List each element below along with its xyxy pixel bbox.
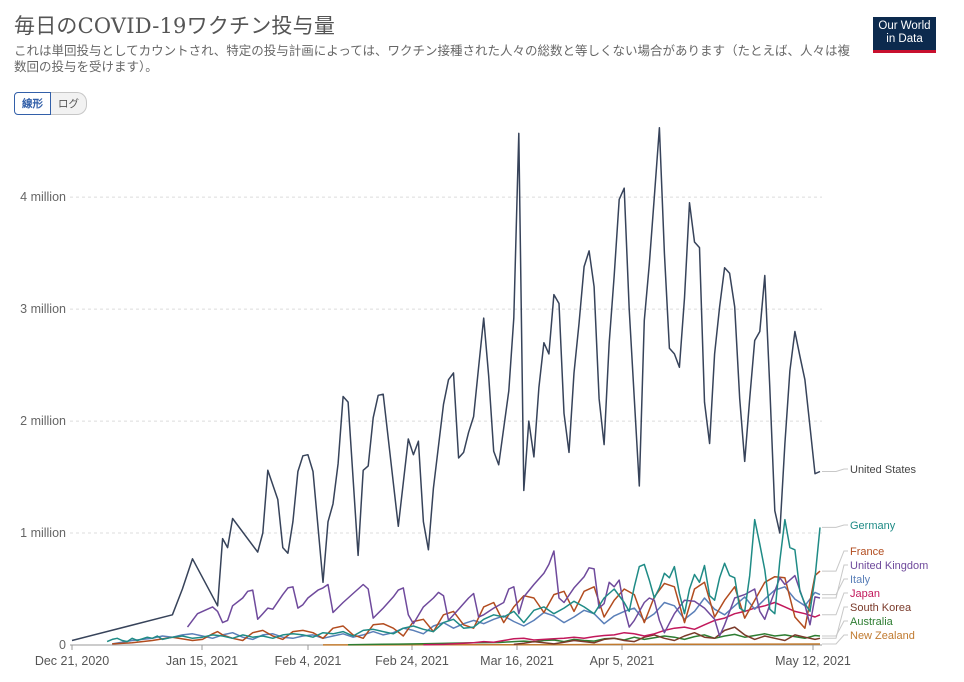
y-tick-label: 1 million xyxy=(20,526,66,540)
x-tick-label: May 12, 2021 xyxy=(775,654,851,668)
owid-logo[interactable]: Our World in Data xyxy=(873,17,936,53)
end-label-connector xyxy=(822,606,848,639)
end-label-connector xyxy=(822,524,848,528)
series-line-united-states[interactable] xyxy=(71,127,821,642)
x-tick-label: Mar 16, 2021 xyxy=(480,654,554,668)
end-label-new-zealand[interactable]: New Zealand xyxy=(850,630,915,642)
series-line-germany[interactable] xyxy=(106,518,821,643)
x-axis-labels: Dec 21, 2020 Jan 15, 2021 Feb 4, 2021 Feb 2… xyxy=(35,645,851,668)
end-label-connector xyxy=(822,620,848,637)
logo-line-1: Our World xyxy=(878,20,931,32)
series-line-australia[interactable] xyxy=(348,633,821,646)
series-lines xyxy=(71,127,821,646)
series-line-new-zealand[interactable] xyxy=(323,643,821,646)
scale-toggle: 線形 ログ xyxy=(14,92,87,115)
x-tick-label: Feb 4, 2021 xyxy=(275,654,342,668)
end-label-connector xyxy=(822,592,848,616)
end-label-united-kingdom[interactable]: United Kingdom xyxy=(850,560,928,572)
end-label-south-korea[interactable]: South Korea xyxy=(850,602,912,614)
chart-subtitle: これは単回投与としてカウントされ、特定の投与計画によっては、ワクチン接種された人… xyxy=(14,44,851,74)
end-label-australia[interactable]: Australia xyxy=(850,616,894,628)
end-label-italy[interactable]: Italy xyxy=(850,574,871,586)
x-tick-label: Apr 5, 2021 xyxy=(590,654,655,668)
end-label-germany[interactable]: Germany xyxy=(850,520,896,532)
series-line-france[interactable] xyxy=(112,570,821,645)
series-line-united-kingdom[interactable] xyxy=(186,550,821,637)
log-scale-button[interactable]: ログ xyxy=(51,92,87,115)
y-tick-label: 4 million xyxy=(20,190,66,204)
y-tick-label: 0 xyxy=(59,638,66,652)
end-labels: United States Germany France United Kingdom… xyxy=(822,464,928,645)
end-label-connector xyxy=(822,634,848,645)
end-label-japan[interactable]: Japan xyxy=(850,588,880,600)
end-label-france[interactable]: France xyxy=(850,546,884,558)
y-grid xyxy=(70,196,822,646)
y-tick-label: 2 million xyxy=(20,414,66,428)
end-label-connector xyxy=(822,564,848,599)
series-line-japan[interactable] xyxy=(423,601,821,646)
end-label-connector xyxy=(822,578,848,596)
y-axis-labels: 0 1 million 2 million 3 million 4 million xyxy=(20,190,66,652)
chart-title: 毎日のCOVID-19ワクチン投与量 xyxy=(14,14,336,38)
x-tick-label: Feb 24, 2021 xyxy=(375,654,449,668)
linear-scale-button[interactable]: 線形 xyxy=(14,92,51,115)
logo-line-2: in Data xyxy=(886,33,923,45)
end-label-connector xyxy=(822,468,848,472)
y-tick-label: 3 million xyxy=(20,302,66,316)
end-label-united-states[interactable]: United States xyxy=(850,464,917,476)
x-tick-label: Dec 21, 2020 xyxy=(35,654,109,668)
x-tick-label: Jan 15, 2021 xyxy=(166,654,238,668)
series-line-south-korea[interactable] xyxy=(513,626,821,646)
end-label-connector xyxy=(822,550,848,572)
